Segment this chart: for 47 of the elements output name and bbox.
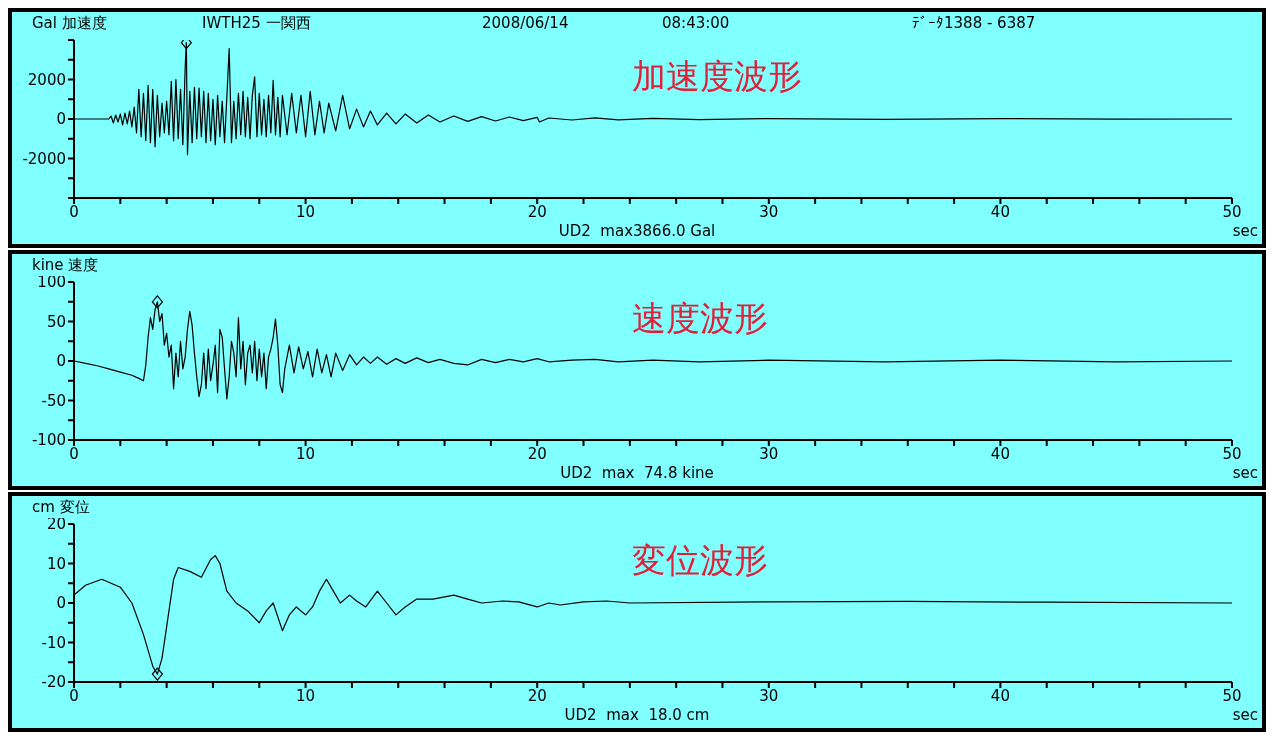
text: 08:43:00 — [662, 14, 730, 32]
y-tick-label: 50 — [46, 312, 66, 331]
y-tick-label: -100 — [31, 431, 66, 450]
x-tick-label: 50 — [1222, 444, 1242, 463]
y-axis-title: Gal 加速度 — [32, 14, 107, 33]
x-tick-label: 30 — [759, 444, 779, 463]
y-tick-label: -10 — [41, 633, 66, 652]
y-tick-label: -2000 — [22, 149, 66, 168]
text: 速度波形 — [632, 297, 768, 340]
x-tick-label: 10 — [296, 444, 316, 463]
text: 2008/06/14 — [482, 14, 569, 32]
x-axis-title: sec — [1232, 464, 1258, 482]
y-tick-label: 100 — [37, 273, 66, 292]
x-tick-label: 0 — [69, 202, 79, 221]
x-tick-label: 40 — [990, 686, 1010, 705]
x-tick-label: 0 — [69, 444, 79, 463]
y-tick-label: 0 — [56, 352, 66, 371]
x-tick-label: 30 — [759, 202, 779, 221]
text: 変位波形 — [632, 539, 768, 582]
x-tick-label: 20 — [527, 444, 547, 463]
x-tick-label: 30 — [759, 686, 779, 705]
text: UD2 max 74.8 kine — [560, 464, 714, 482]
y-tick-label: 0 — [56, 594, 66, 613]
x-tick-label: 10 — [296, 202, 316, 221]
y-tick-label: 2000 — [27, 70, 66, 89]
text: 加速度波形 — [632, 55, 802, 98]
x-tick-label: 40 — [990, 202, 1010, 221]
x-tick-label: 20 — [527, 202, 547, 221]
text: UD2 max3866.0 Gal — [558, 222, 716, 240]
text: IWTH25 一関西 — [202, 14, 311, 33]
x-tick-label: 50 — [1222, 686, 1242, 705]
y-tick-label: 10 — [46, 554, 66, 573]
y-tick-label: -50 — [41, 391, 66, 410]
x-axis-title: sec — [1232, 222, 1258, 240]
x-tick-label: 20 — [527, 686, 547, 705]
y-tick-label: 20 — [46, 515, 66, 534]
x-tick-label: 50 — [1222, 202, 1242, 221]
text: ﾃﾞｰﾀ1388 - 6387 — [912, 14, 1036, 32]
x-tick-label: 10 — [296, 686, 316, 705]
y-axis-title: kine 速度 — [32, 256, 99, 275]
text: UD2 max 18.0 cm — [564, 706, 710, 724]
x-tick-label: 40 — [990, 444, 1010, 463]
x-tick-label: 0 — [69, 686, 79, 705]
x-axis-title: sec — [1232, 706, 1258, 724]
y-tick-label: -20 — [41, 673, 66, 692]
y-axis-title: cm 変位 — [32, 498, 90, 517]
y-tick-label: 0 — [56, 110, 66, 129]
